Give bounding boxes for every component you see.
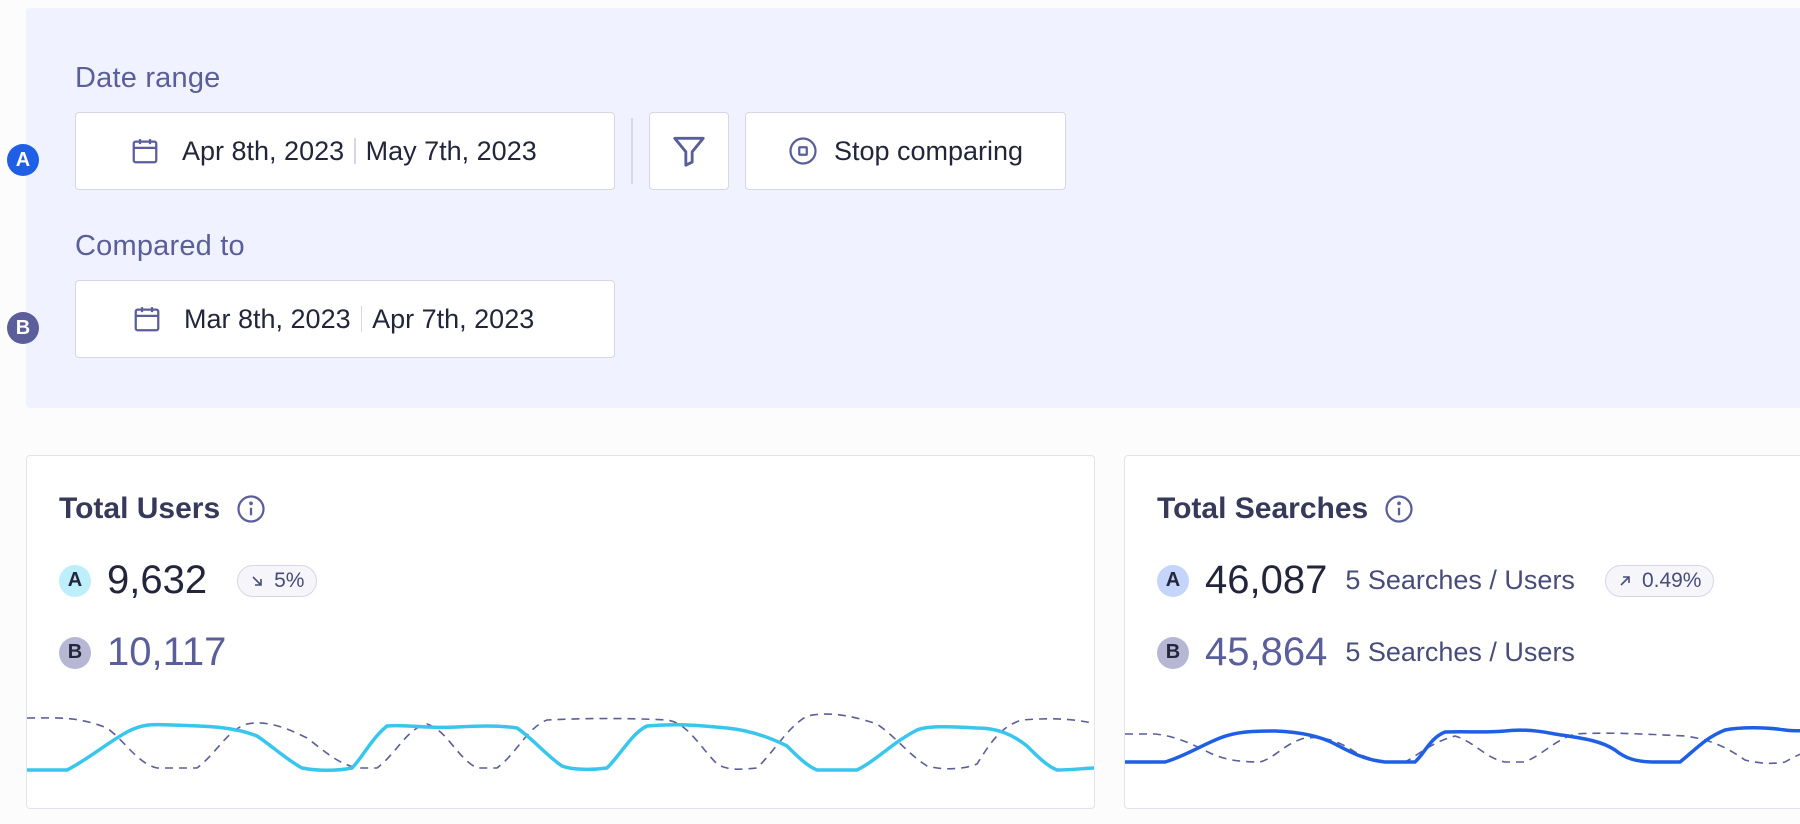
searches-change-label: 0.49%	[1641, 568, 1702, 592]
stop-comparing-label: Stop comparing	[833, 135, 1024, 166]
card-title: Total Users	[59, 492, 266, 526]
series-a-badge: A	[59, 564, 91, 597]
users-row-a: A 9,632 5%	[59, 558, 318, 603]
range-a-end: May 7th, 2023	[365, 135, 537, 166]
searches-value-a: 46,087	[1205, 558, 1328, 602]
range-b-start: Mar 8th, 2023	[184, 303, 351, 334]
series-b-badge: B	[59, 636, 91, 669]
searches-sparkline-a	[1125, 726, 1800, 764]
filter-button[interactable]	[649, 112, 729, 190]
users-value-b: 10,117	[107, 630, 227, 674]
total-searches-card: Total Searches A 46,087 5 Searches / Use…	[1124, 455, 1800, 809]
searches-value-b: 45,864	[1205, 630, 1328, 674]
searches-row-a: A 46,087 5 Searches / Users 0.49%	[1157, 558, 1715, 603]
range-b-badge: B	[7, 312, 39, 344]
range-a-start: Apr 8th, 2023	[182, 135, 345, 166]
date-range-b-picker[interactable]: Mar 8th, 2023 Apr 7th, 2023	[75, 280, 615, 358]
card-title: Total Searches	[1157, 492, 1414, 526]
date-range-a-picker[interactable]: Apr 8th, 2023 May 7th, 2023	[75, 112, 615, 190]
compared-to-label: Compared to	[75, 230, 245, 262]
searches-sparkline	[1125, 726, 1800, 765]
users-value-a: 9,632	[107, 558, 208, 602]
total-users-card: Total Users A 9,632 5% B 10,117	[26, 455, 1095, 809]
total-users-title: Total Users	[59, 492, 221, 525]
range-a-badge: A	[7, 144, 39, 176]
toolbar-divider	[631, 118, 633, 184]
calendar-icon	[132, 139, 158, 164]
arrow-down-right-icon	[252, 575, 262, 586]
series-b-badge: B	[1157, 636, 1189, 669]
users-sparkline	[27, 713, 1094, 772]
users-change-label: 5%	[274, 568, 305, 592]
searches-sparkline-b	[1125, 732, 1800, 765]
arrow-up-right-icon	[1620, 575, 1630, 586]
users-sparkline-a	[27, 722, 1094, 772]
stop-icon	[789, 137, 817, 165]
users-sparkline-b	[27, 713, 1094, 770]
info-icon[interactable]	[1384, 494, 1414, 524]
date-separator	[354, 138, 356, 164]
calendar-icon	[134, 307, 160, 332]
searches-row-b: B 45,864 5 Searches / Users	[1157, 630, 1575, 675]
searches-ratio-b: 5 Searches / Users	[1345, 637, 1575, 667]
stop-comparing-button[interactable]: Stop comparing	[745, 112, 1066, 190]
searches-ratio-a: 5 Searches / Users	[1345, 565, 1575, 595]
range-b-end: Apr 7th, 2023	[372, 303, 535, 334]
info-icon[interactable]	[236, 494, 266, 524]
filter-icon	[673, 136, 705, 167]
searches-change-pill: 0.49%	[1604, 564, 1715, 597]
series-a-badge: A	[1157, 564, 1189, 597]
date-separator	[360, 306, 363, 332]
users-change-pill: 5%	[237, 564, 318, 597]
total-searches-title: Total Searches	[1157, 492, 1369, 525]
users-row-b: B 10,117	[59, 630, 226, 675]
date-range-label: Date range	[75, 62, 221, 94]
